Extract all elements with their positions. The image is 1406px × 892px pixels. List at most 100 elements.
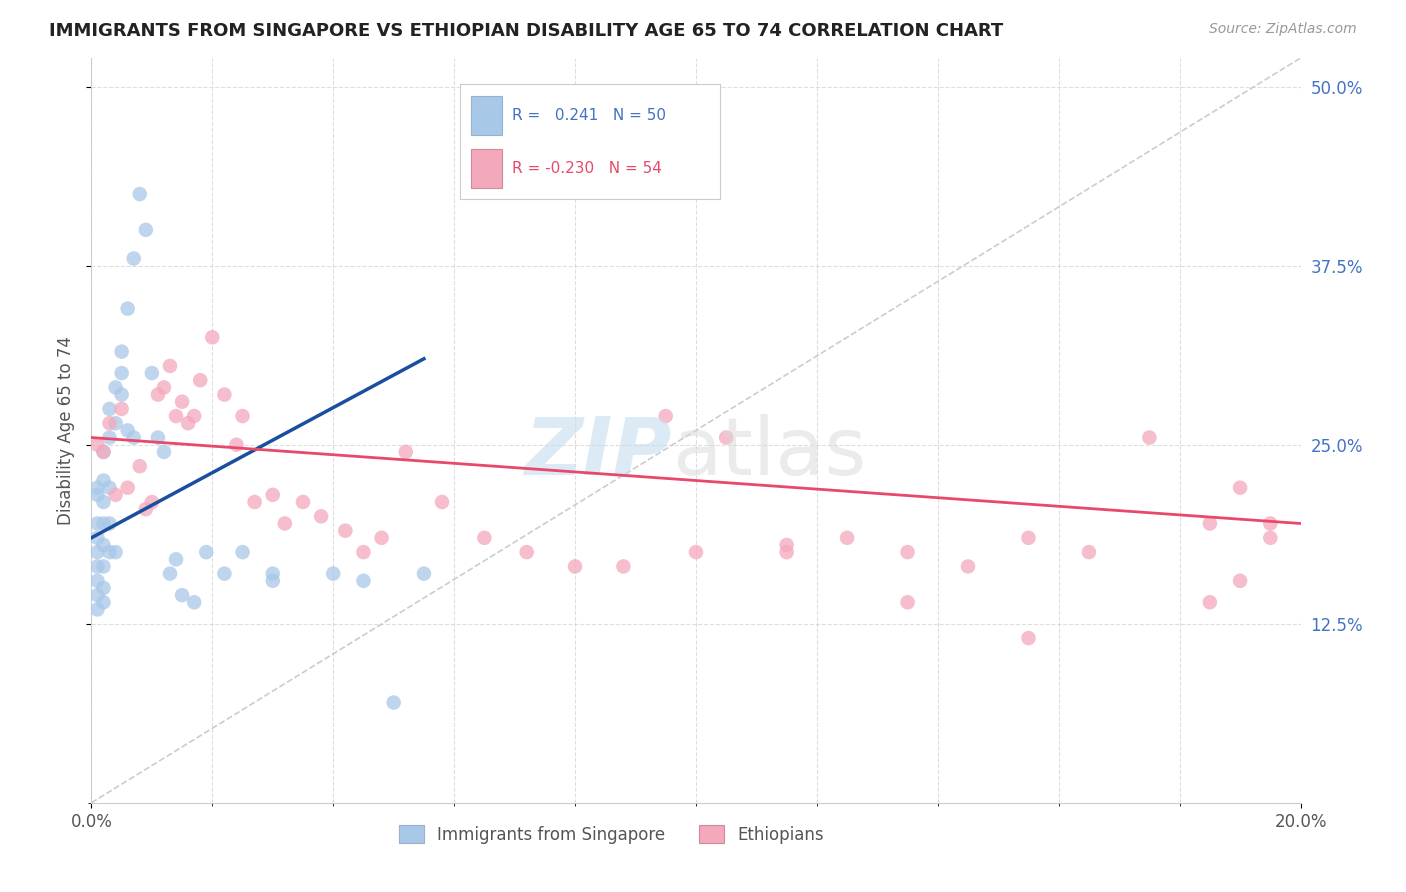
Point xyxy=(231,409,253,423)
Point xyxy=(104,545,127,559)
Point xyxy=(153,445,176,459)
Point xyxy=(309,509,332,524)
Point xyxy=(1260,516,1282,531)
Point xyxy=(128,187,150,202)
Point xyxy=(1198,516,1220,531)
Point xyxy=(430,495,453,509)
Point xyxy=(86,531,108,545)
Point xyxy=(104,380,127,394)
Point xyxy=(225,438,247,452)
Point xyxy=(1229,574,1251,588)
Point xyxy=(956,559,979,574)
Point xyxy=(612,559,634,574)
Point xyxy=(352,574,374,588)
Point xyxy=(274,516,297,531)
Point xyxy=(111,366,132,380)
Point xyxy=(93,538,115,552)
Point xyxy=(835,531,858,545)
Text: Source: ZipAtlas.com: Source: ZipAtlas.com xyxy=(1209,22,1357,37)
Point xyxy=(177,416,200,430)
Point xyxy=(413,566,436,581)
Point xyxy=(93,516,115,531)
Point xyxy=(93,445,115,459)
Point xyxy=(141,366,163,380)
Point xyxy=(1260,531,1282,545)
Point xyxy=(86,602,108,616)
Point xyxy=(395,445,418,459)
Point xyxy=(98,416,121,430)
Point xyxy=(93,595,115,609)
Legend: Immigrants from Singapore, Ethiopians: Immigrants from Singapore, Ethiopians xyxy=(392,819,831,850)
Point xyxy=(897,595,920,609)
Point xyxy=(714,431,737,445)
Point xyxy=(122,431,145,445)
Point xyxy=(111,387,132,401)
Point xyxy=(86,438,108,452)
Point xyxy=(214,566,236,581)
Point xyxy=(86,481,108,495)
Point xyxy=(86,488,108,502)
Point xyxy=(195,545,218,559)
Point xyxy=(183,595,205,609)
Point xyxy=(1018,531,1040,545)
Point xyxy=(1077,545,1099,559)
Point xyxy=(93,495,115,509)
Point xyxy=(93,445,115,459)
Point xyxy=(93,581,115,595)
Point xyxy=(231,545,253,559)
Point xyxy=(98,516,121,531)
Point xyxy=(141,495,163,509)
Point xyxy=(117,481,139,495)
Point xyxy=(188,373,211,387)
Point xyxy=(897,545,920,559)
Point xyxy=(86,516,108,531)
Point xyxy=(370,531,392,545)
Point xyxy=(86,559,108,574)
Point xyxy=(201,330,224,344)
Point xyxy=(172,394,194,409)
Point xyxy=(135,223,157,237)
Point xyxy=(93,474,115,488)
Point xyxy=(262,574,284,588)
Point xyxy=(159,359,181,373)
Point xyxy=(382,696,405,710)
Point xyxy=(86,545,108,559)
Point xyxy=(352,545,374,559)
Point xyxy=(122,252,145,266)
Point xyxy=(117,301,139,316)
Point xyxy=(243,495,266,509)
Point xyxy=(1198,595,1220,609)
Point xyxy=(104,488,127,502)
Point xyxy=(86,588,108,602)
Point xyxy=(146,431,169,445)
Point xyxy=(146,387,169,401)
Point xyxy=(98,481,121,495)
Point xyxy=(516,545,538,559)
Point xyxy=(86,574,108,588)
Y-axis label: Disability Age 65 to 74: Disability Age 65 to 74 xyxy=(58,336,76,524)
Point xyxy=(117,423,139,437)
Point xyxy=(98,431,121,445)
Point xyxy=(172,588,194,602)
Point xyxy=(111,344,132,359)
Text: atlas: atlas xyxy=(672,414,866,491)
Point xyxy=(1139,431,1161,445)
Point xyxy=(214,387,236,401)
Point xyxy=(153,380,176,394)
Point xyxy=(654,409,676,423)
Point xyxy=(1229,481,1251,495)
Point xyxy=(104,416,127,430)
Text: ZIP: ZIP xyxy=(524,414,672,491)
Point xyxy=(111,401,132,416)
Point xyxy=(685,545,707,559)
Point xyxy=(776,538,799,552)
Point xyxy=(135,502,157,516)
Point xyxy=(776,545,799,559)
Point xyxy=(183,409,205,423)
Point xyxy=(159,566,181,581)
Point xyxy=(262,566,284,581)
Point xyxy=(292,495,315,509)
Point xyxy=(262,488,284,502)
Point xyxy=(472,531,495,545)
Point xyxy=(335,524,357,538)
